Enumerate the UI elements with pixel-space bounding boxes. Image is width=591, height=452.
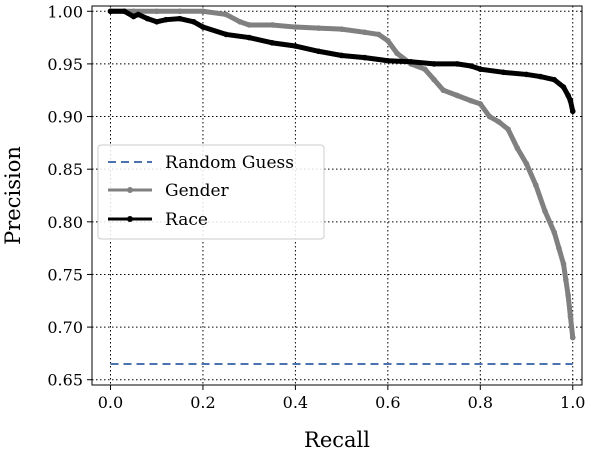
data-point-race [269,40,276,46]
data-point-gender [563,276,569,283]
data-point-race [190,18,197,25]
y-tick-label: 0.70 [47,318,83,337]
data-point-gender [292,24,299,30]
data-point-race [338,52,345,59]
data-point-race [560,84,567,90]
legend: Random Guess Gender Race [97,144,325,240]
data-point-gender [338,26,345,32]
data-point-race [135,11,142,18]
y-tick-label: 0.65 [47,371,83,390]
data-point-race [153,18,160,25]
data-point-gender [130,8,137,15]
y-axis-title: Precision [1,146,25,245]
data-point-gender [569,334,576,341]
data-point-race [551,76,558,83]
data-point-race [385,57,391,64]
plot-series [107,8,576,365]
data-point-race [567,97,574,104]
data-point-race [200,24,206,30]
data-point-gender [486,113,493,120]
data-point-gender [223,11,229,18]
data-point-gender [246,22,252,28]
data-point-race [144,15,151,22]
data-point-race [569,108,576,115]
y-tick-label: 0.75 [47,265,83,284]
data-point-gender [269,22,276,28]
x-axis-title: Recall [304,428,370,452]
data-point-gender [422,66,428,72]
data-point-race [130,13,137,20]
data-point-race [121,8,128,15]
data-point-race [431,61,437,67]
data-point-gender [237,18,243,25]
data-point-gender [200,8,206,15]
axis-ticks: 0.0 0.2 0.4 0.6 0.8 1.0 0.65 0.70 0.75 0.80 0.85 0.… [47,2,585,412]
data-point-race [163,16,169,23]
legend-label-race: Race [165,210,208,230]
data-point-gender [556,245,562,251]
y-tick-label: 0.95 [47,55,83,74]
data-point-race [315,48,322,55]
data-point-race [468,63,474,69]
x-tick-label: 0.8 [468,393,493,412]
data-point-gender [394,50,400,57]
legend-marker-gender [127,187,133,193]
data-point-race [408,58,414,65]
y-tick-label: 1.00 [47,2,83,21]
data-point-gender [551,229,558,236]
data-point-gender [440,87,447,94]
data-point-race [177,15,183,22]
legend-label-gender: Gender [165,181,230,201]
data-point-race [537,73,544,80]
legend-marker-race [127,216,133,222]
data-point-gender [454,92,460,99]
data-point-race [523,71,530,78]
data-point-gender [514,145,521,151]
data-point-race [292,43,299,49]
data-point-gender [477,101,484,107]
plot-frame [91,5,583,386]
x-tick-label: 0.4 [283,393,308,412]
data-point-gender [565,292,571,299]
data-point-race [500,69,507,76]
data-point-race [565,92,571,99]
x-tick-label: 0.2 [190,393,215,412]
data-point-race [223,31,229,38]
data-point-gender [375,31,382,38]
data-point-gender [532,182,539,188]
y-tick-label: 0.90 [47,108,83,127]
series-line-race [107,8,576,114]
data-point-gender [153,8,160,15]
data-point-race [246,34,252,41]
data-point-gender [560,261,567,267]
data-point-gender [468,97,474,104]
data-point-gender [361,29,368,36]
y-tick-label: 0.80 [47,213,83,232]
data-point-gender [567,313,574,320]
data-point-gender [385,37,391,44]
data-point-gender [315,25,322,31]
x-tick-label: 1.0 [560,393,585,412]
data-point-gender [542,208,548,215]
data-point-gender [495,119,502,125]
data-point-race [454,61,460,67]
data-point-gender [523,161,530,167]
x-tick-label: 0.0 [98,393,123,412]
data-point-gender [177,8,183,15]
data-point-gender [505,126,511,132]
y-tick-label: 0.85 [47,160,83,179]
data-point-gender [431,76,437,83]
x-tick-label: 0.6 [375,393,400,412]
legend-box [97,144,325,240]
legend-label-random-guess: Random Guess [165,153,294,173]
data-point-race [107,8,114,15]
data-point-race [361,54,368,61]
data-point-race [477,66,484,72]
